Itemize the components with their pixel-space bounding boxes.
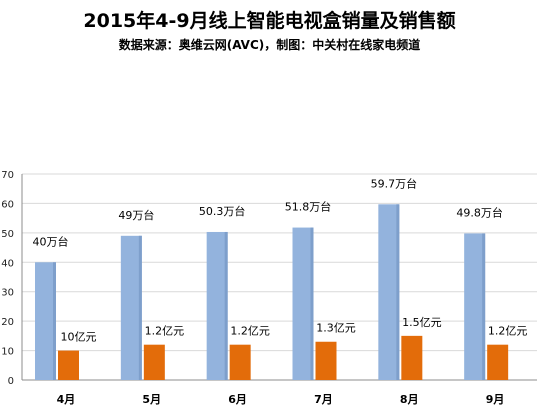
- bar-series1: [120, 235, 142, 380]
- x-tick-label: 4月: [57, 393, 76, 406]
- data-label-series2: 1.3亿元: [316, 322, 356, 335]
- bar-series2: [487, 344, 509, 380]
- bar-series2: [143, 344, 165, 380]
- bar-series1-shade: [53, 262, 56, 380]
- data-label-series1: 50.3万台: [199, 204, 246, 218]
- bar-series2: [58, 350, 79, 380]
- y-tick-label: 60: [1, 199, 14, 210]
- y-tick-label: 30: [1, 288, 14, 299]
- x-tick-label: 7月: [314, 393, 333, 406]
- bar-series1: [378, 204, 400, 380]
- x-tick-label: 8月: [400, 393, 419, 406]
- data-label-series2: 1.5亿元: [402, 316, 442, 329]
- data-label-series2: 1.2亿元: [145, 325, 185, 338]
- data-label-series1: 40万台: [33, 234, 69, 248]
- data-label-series1: 51.8万台: [285, 200, 332, 214]
- data-label-series1: 59.7万台: [371, 176, 418, 190]
- bar-series1: [292, 227, 314, 380]
- y-tick-label: 0: [8, 376, 14, 387]
- data-label-series2: 1.2亿元: [488, 325, 528, 338]
- y-tick-label: 20: [1, 317, 14, 328]
- data-label-series1: 49.8万台: [456, 205, 503, 219]
- bar-series1-shade: [224, 231, 228, 380]
- bar-series2: [401, 335, 423, 380]
- bar-series2: [229, 344, 251, 380]
- bar-series1: [35, 262, 56, 380]
- bar-series2: [315, 341, 337, 380]
- bar-series1-shade: [138, 235, 142, 380]
- bar-series1-shade: [482, 233, 486, 380]
- bar-series1-shade: [310, 227, 314, 380]
- bar-series1: [206, 231, 228, 380]
- chart-title: 2015年4-9月线上智能电视盒销量及销售额: [83, 10, 456, 32]
- data-label-series1: 49万台: [118, 208, 154, 222]
- chart-subtitle: 数据来源：奥维云网(AVC)，制图：中关村在线家电频道: [118, 38, 421, 52]
- y-tick-label: 40: [1, 258, 14, 269]
- y-tick-label: 50: [1, 229, 14, 240]
- bar-series1-shade: [396, 204, 400, 380]
- y-tick-label: 10: [1, 347, 14, 358]
- x-tick-label: 9月: [486, 393, 505, 406]
- x-tick-label: 5月: [142, 393, 161, 406]
- data-label-series2: 10亿元: [61, 331, 97, 344]
- y-tick-label: 70: [1, 170, 14, 181]
- data-label-series2: 1.2亿元: [230, 325, 270, 338]
- bar-series1: [464, 233, 486, 380]
- x-tick-label: 6月: [228, 393, 247, 406]
